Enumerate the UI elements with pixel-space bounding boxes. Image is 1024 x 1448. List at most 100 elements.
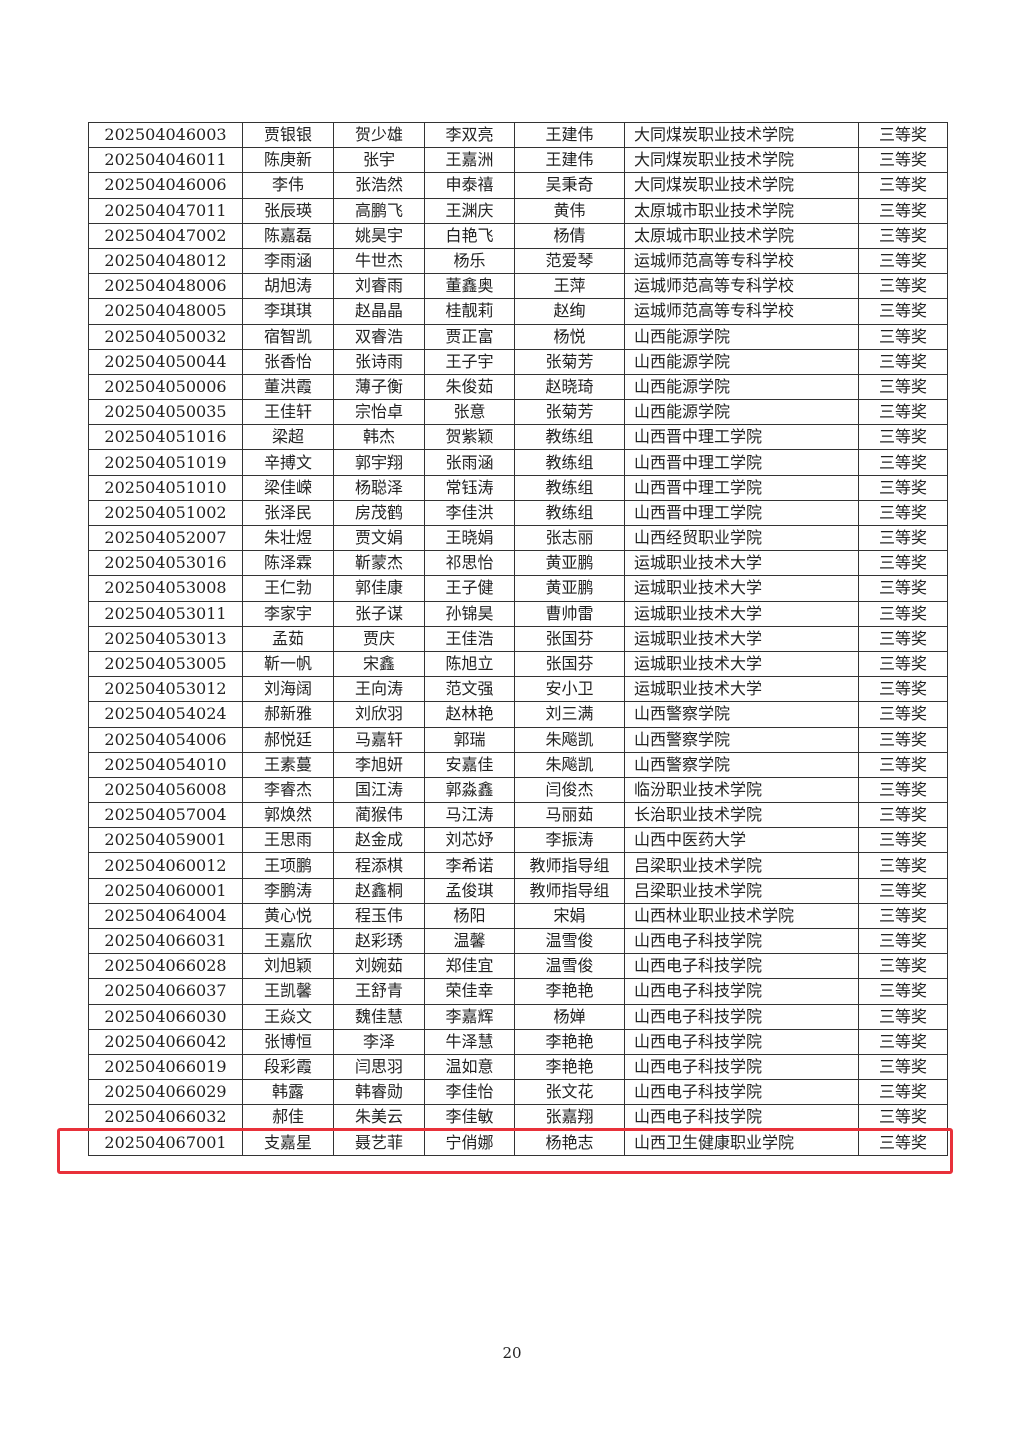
table-row: 202504053008 王仁勃 郭佳康 王子健 黄亚鹏 运城职业技术大学 三等奖 xyxy=(88,575,948,602)
table-cell: 贺紫颖 xyxy=(424,424,515,451)
table-cell: 郭佳康 xyxy=(333,575,425,602)
table-cell: 魏佳慧 xyxy=(333,1003,425,1030)
table-cell: 山西晋中理工学院 xyxy=(624,474,859,501)
table-cell: 山西电子科技学院 xyxy=(624,1079,859,1106)
table-row: 202504053013 孟茹 贾庆 王佳浩 张国芬 运城职业技术大学 三等奖 xyxy=(88,625,948,652)
table-cell: 山西经贸职业学院 xyxy=(624,524,859,552)
table-row: 202504066028 刘旭颖 刘婉茹 郑佳宜 温雪俊 山西电子科技学院 三等奖 xyxy=(88,953,948,980)
table-cell: 程玉伟 xyxy=(333,902,425,930)
table-cell: 教师指导组 xyxy=(514,877,625,904)
table-cell: 温馨 xyxy=(424,927,515,955)
table-row: 202504054010 王素蔓 李旭妍 安嘉佳 朱飚凯 山西警察学院 三等奖 xyxy=(88,751,948,778)
table-cell: 黄亚鹏 xyxy=(514,550,625,577)
table-cell: 三等奖 xyxy=(858,927,948,955)
table-cell: 韩露 xyxy=(242,1079,334,1106)
table-cell: 202504046006 xyxy=(88,172,243,199)
table-cell: 牛世杰 xyxy=(333,247,425,275)
table-cell: 山西中医药大学 xyxy=(624,827,859,854)
table-cell: 教师指导组 xyxy=(514,852,625,879)
table-row: 202504066032 郝佳 朱美云 李佳敏 张嘉翔 山西电子科技学院 三等奖 xyxy=(88,1104,948,1131)
table-cell: 张子谋 xyxy=(333,600,425,627)
table-cell: 孟俊琪 xyxy=(424,877,515,904)
table-cell: 202504048006 xyxy=(88,273,243,300)
table-cell: 马嘉轩 xyxy=(333,726,425,753)
table-cell: 李雨涵 xyxy=(242,247,334,275)
table-cell: 山西能源学院 xyxy=(624,373,859,401)
table-cell: 三等奖 xyxy=(858,273,948,300)
table-cell: 王嘉洲 xyxy=(424,147,515,174)
table-cell: 202504064004 xyxy=(88,902,243,930)
table-cell: 房茂鹤 xyxy=(333,499,425,527)
table-row: 202504046006 李伟 张浩然 申泰禧 吴秉奇 大同煤炭职业技术学院 三等奖 xyxy=(88,172,948,199)
table-cell: 刘旭颖 xyxy=(242,953,334,980)
table-cell: 202504060012 xyxy=(88,852,243,879)
highlight-box xyxy=(57,1128,953,1174)
table-cell: 杨倩 xyxy=(514,222,625,249)
table-cell: 三等奖 xyxy=(858,676,948,703)
table-cell: 三等奖 xyxy=(858,247,948,275)
table-cell: 李艳艳 xyxy=(514,1028,625,1055)
table-cell: 朱飚凯 xyxy=(514,751,625,778)
table-cell: 蔺猴伟 xyxy=(333,802,425,829)
table-cell: 202504053011 xyxy=(88,600,243,627)
table-cell: 王项鹏 xyxy=(242,852,334,879)
table-cell: 三等奖 xyxy=(858,373,948,401)
table-cell: 山西电子科技学院 xyxy=(624,927,859,955)
table-cell: 教练组 xyxy=(514,449,625,476)
table-row: 202504052007 朱壮煜 贾文娟 王晓娟 张志丽 山西经贸职业学院 三等奖 xyxy=(88,524,948,552)
table-cell: 202504048012 xyxy=(88,247,243,275)
table-cell: 郭宇翔 xyxy=(333,449,425,476)
table-cell: 山西警察学院 xyxy=(624,751,859,778)
table-cell: 姚昊宇 xyxy=(333,222,425,249)
table-cell: 山西林业职业技术学院 xyxy=(624,902,859,930)
table-cell: 李泽 xyxy=(333,1028,425,1055)
table-cell: 大同煤炭职业技术学院 xyxy=(624,121,859,149)
table-cell: 山西警察学院 xyxy=(624,701,859,728)
table-cell: 运城职业技术大学 xyxy=(624,575,859,602)
table-row: 202504066030 王焱文 魏佳慧 李嘉辉 杨婵 山西电子科技学院 三等奖 xyxy=(88,1003,948,1030)
table-cell: 董洪霞 xyxy=(242,373,334,401)
table-cell: 202504066032 xyxy=(88,1104,243,1131)
table-cell: 202504066042 xyxy=(88,1028,243,1055)
table-cell: 安嘉佳 xyxy=(424,751,515,778)
table-cell: 三等奖 xyxy=(858,877,948,904)
table-cell: 李希诺 xyxy=(424,852,515,879)
table-cell: 朱俊茹 xyxy=(424,373,515,401)
table-cell: 三等奖 xyxy=(858,499,948,527)
table-cell: 202504053013 xyxy=(88,625,243,652)
table-cell: 常钰涛 xyxy=(424,474,515,501)
table-cell: 闫俊杰 xyxy=(514,776,625,804)
table-cell: 张雨涵 xyxy=(424,449,515,476)
table-cell: 三等奖 xyxy=(858,701,948,728)
table-row: 202504051002 张泽民 房茂鹤 李佳洪 教练组 山西晋中理工学院 三等奖 xyxy=(88,499,948,527)
table-cell: 温如意 xyxy=(424,1053,515,1081)
table-cell: 张诗雨 xyxy=(333,348,425,375)
award-table: 202504046003 贾银银 贺少雄 李双亮 王建伟 大同煤炭职业技术学院 三等奖 202… xyxy=(88,121,948,1156)
table-cell: 牛泽慧 xyxy=(424,1028,515,1055)
table-cell: 刘婉茹 xyxy=(333,953,425,980)
table-cell: 202504046003 xyxy=(88,121,243,149)
table-row: 202504064004 黄心悦 程玉伟 杨阳 宋娟 山西林业职业技术学院 三等奖 xyxy=(88,902,948,930)
table-cell: 202504053008 xyxy=(88,575,243,602)
table-cell: 三等奖 xyxy=(858,1003,948,1030)
table-cell: 刘睿雨 xyxy=(333,273,425,300)
table-cell: 贾文娟 xyxy=(333,524,425,552)
table-cell: 山西晋中理工学院 xyxy=(624,424,859,451)
table-cell: 山西晋中理工学院 xyxy=(624,449,859,476)
table-row: 202504060001 李鹏涛 赵鑫桐 孟俊琪 教师指导组 吕梁职业技术学院 三等奖 xyxy=(88,877,948,904)
table-cell: 王子宇 xyxy=(424,348,515,375)
table-cell: 张菊芳 xyxy=(514,399,625,426)
table-cell: 三等奖 xyxy=(858,172,948,199)
table-cell: 太原城市职业技术学院 xyxy=(624,222,859,249)
table-cell: 王晓娟 xyxy=(424,524,515,552)
table-cell: 三等奖 xyxy=(858,650,948,678)
table-cell: 教练组 xyxy=(514,474,625,501)
table-cell: 三等奖 xyxy=(858,1053,948,1081)
table-row: 202504057004 郭焕然 蔺猴伟 马江涛 马丽茹 长治职业技术学院 三等奖 xyxy=(88,802,948,829)
table-cell: 杨聪泽 xyxy=(333,474,425,501)
table-cell: 三等奖 xyxy=(858,1129,948,1156)
table-cell: 张香怡 xyxy=(242,348,334,375)
table-cell: 郑佳宜 xyxy=(424,953,515,980)
table-cell: 张文花 xyxy=(514,1079,625,1106)
table-cell: 赵林艳 xyxy=(424,701,515,728)
